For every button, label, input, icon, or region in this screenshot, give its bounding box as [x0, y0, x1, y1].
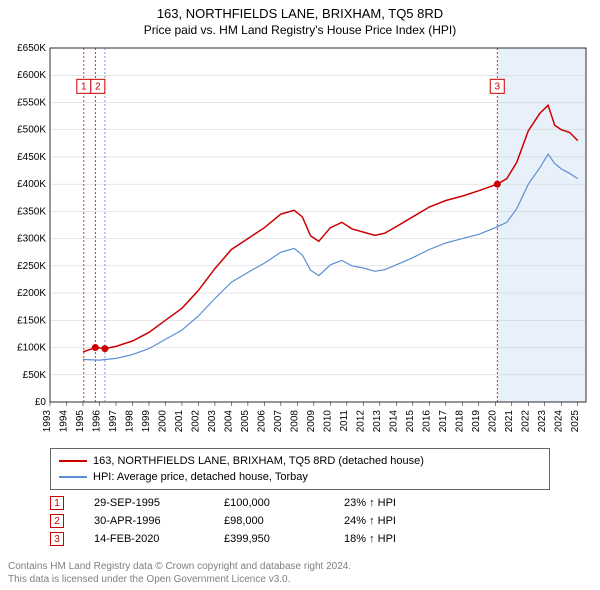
legend: 163, NORTHFIELDS LANE, BRIXHAM, TQ5 8RD …	[50, 448, 550, 490]
legend-label: 163, NORTHFIELDS LANE, BRIXHAM, TQ5 8RD …	[93, 455, 424, 467]
svg-text:£250K: £250K	[17, 261, 46, 272]
svg-text:£0: £0	[35, 397, 47, 408]
chart-title-address: 163, NORTHFIELDS LANE, BRIXHAM, TQ5 8RD	[0, 6, 600, 21]
svg-text:2002: 2002	[190, 410, 201, 433]
annotation-hpi: 24% ↑ HPI	[344, 515, 444, 527]
svg-text:2: 2	[95, 81, 101, 92]
svg-text:2010: 2010	[322, 410, 333, 433]
svg-text:2020: 2020	[487, 410, 498, 433]
svg-text:1: 1	[81, 81, 87, 92]
legend-swatch	[59, 476, 87, 478]
annotation-table: 1 29-SEP-1995 £100,000 23% ↑ HPI 2 30-AP…	[50, 494, 444, 548]
svg-text:2008: 2008	[289, 410, 300, 433]
svg-text:1995: 1995	[75, 410, 86, 433]
legend-label: HPI: Average price, detached house, Torb…	[93, 471, 308, 483]
svg-text:2014: 2014	[388, 410, 399, 433]
annotation-hpi: 23% ↑ HPI	[344, 497, 444, 509]
svg-text:2001: 2001	[174, 410, 185, 433]
chart-subtitle: Price paid vs. HM Land Registry's House …	[0, 23, 600, 37]
svg-text:2024: 2024	[553, 410, 564, 433]
svg-text:£550K: £550K	[17, 97, 46, 108]
annotation-marker: 2	[50, 514, 64, 528]
svg-text:1997: 1997	[108, 410, 119, 433]
annotation-price: £98,000	[224, 515, 344, 527]
footer-line: Contains HM Land Registry data © Crown c…	[8, 561, 351, 574]
svg-text:2000: 2000	[157, 410, 168, 433]
legend-item: HPI: Average price, detached house, Torb…	[59, 469, 541, 485]
svg-text:2019: 2019	[471, 410, 482, 433]
legend-swatch	[59, 460, 87, 462]
svg-text:£450K: £450K	[17, 152, 46, 163]
svg-text:1994: 1994	[58, 410, 69, 433]
annotation-price: £100,000	[224, 497, 344, 509]
svg-text:£50K: £50K	[23, 370, 47, 381]
footer-line: This data is licensed under the Open Gov…	[8, 574, 351, 587]
svg-text:£350K: £350K	[17, 206, 46, 217]
svg-text:£200K: £200K	[17, 288, 46, 299]
annotation-hpi: 18% ↑ HPI	[344, 533, 444, 545]
footer-attribution: Contains HM Land Registry data © Crown c…	[8, 561, 351, 586]
svg-text:2018: 2018	[454, 410, 465, 433]
svg-text:1996: 1996	[91, 410, 102, 433]
svg-text:2009: 2009	[306, 410, 317, 433]
svg-text:1993: 1993	[42, 410, 53, 433]
svg-text:2015: 2015	[405, 410, 416, 433]
annotation-date: 30-APR-1996	[94, 515, 224, 527]
svg-text:£500K: £500K	[17, 125, 46, 136]
annotation-row: 1 29-SEP-1995 £100,000 23% ↑ HPI	[50, 494, 444, 512]
svg-text:3: 3	[494, 81, 500, 92]
chart-area: £0 £50K £100K £150K £200K £250K £300K £350K £400…	[8, 42, 592, 442]
annotation-date: 14-FEB-2020	[94, 533, 224, 545]
title-block: 163, NORTHFIELDS LANE, BRIXHAM, TQ5 8RD …	[0, 0, 600, 37]
svg-text:1999: 1999	[141, 410, 152, 433]
annotation-marker: 3	[50, 532, 64, 546]
legend-item: 163, NORTHFIELDS LANE, BRIXHAM, TQ5 8RD …	[59, 453, 541, 469]
svg-text:£300K: £300K	[17, 234, 46, 245]
svg-text:2016: 2016	[421, 410, 432, 433]
chart-container: 163, NORTHFIELDS LANE, BRIXHAM, TQ5 8RD …	[0, 0, 600, 590]
svg-text:£150K: £150K	[17, 315, 46, 326]
svg-text:2023: 2023	[537, 410, 548, 433]
svg-text:2021: 2021	[504, 410, 515, 433]
svg-text:2006: 2006	[256, 410, 267, 433]
svg-text:£100K: £100K	[17, 343, 46, 354]
svg-text:£400K: £400K	[17, 179, 46, 190]
svg-text:1998: 1998	[124, 410, 135, 433]
svg-text:2011: 2011	[339, 410, 350, 432]
svg-text:2022: 2022	[520, 410, 531, 433]
svg-text:2025: 2025	[570, 410, 581, 433]
svg-text:2005: 2005	[240, 410, 251, 433]
svg-text:£600K: £600K	[17, 70, 46, 81]
annotation-row: 2 30-APR-1996 £98,000 24% ↑ HPI	[50, 512, 444, 530]
svg-text:2004: 2004	[223, 410, 234, 433]
svg-text:2007: 2007	[273, 410, 284, 433]
annotation-price: £399,950	[224, 533, 344, 545]
svg-text:2003: 2003	[207, 410, 218, 433]
svg-text:2017: 2017	[438, 410, 449, 433]
svg-text:£650K: £650K	[17, 43, 46, 54]
annotation-row: 3 14-FEB-2020 £399,950 18% ↑ HPI	[50, 530, 444, 548]
annotation-marker: 1	[50, 496, 64, 510]
svg-text:2013: 2013	[372, 410, 383, 433]
svg-text:2012: 2012	[355, 410, 366, 433]
line-chart-svg: £0 £50K £100K £150K £200K £250K £300K £350K £400…	[8, 42, 592, 442]
annotation-date: 29-SEP-1995	[94, 497, 224, 509]
